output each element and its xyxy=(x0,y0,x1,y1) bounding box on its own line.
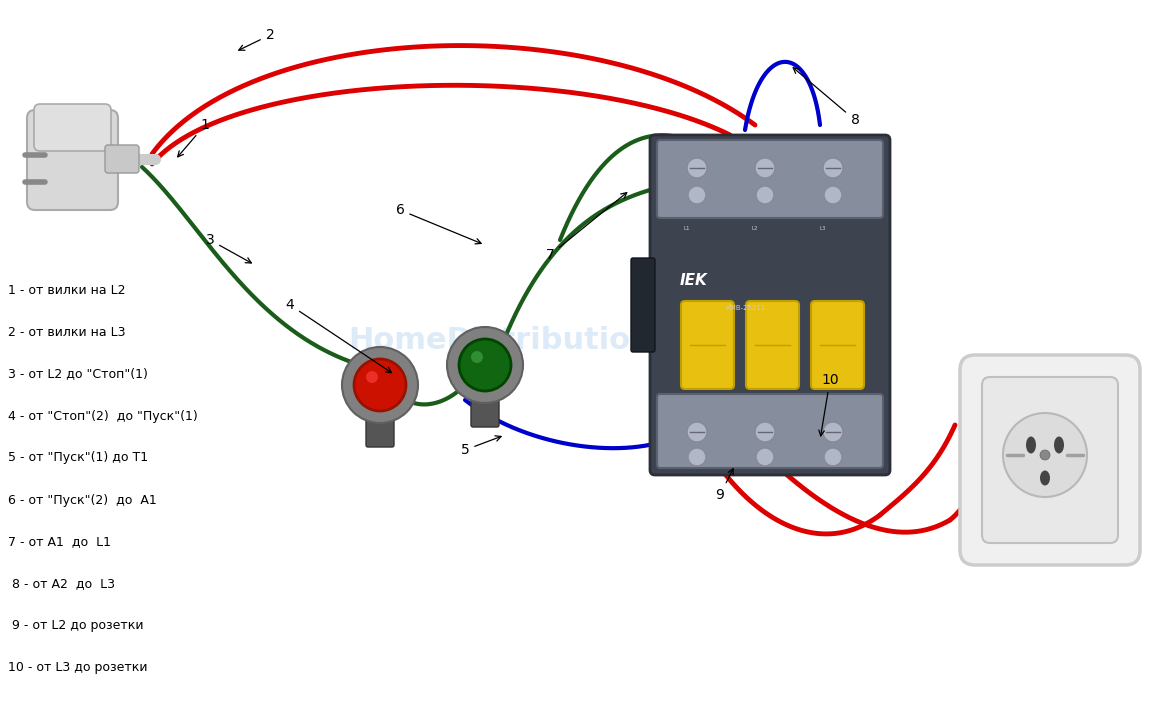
FancyBboxPatch shape xyxy=(471,397,499,427)
Circle shape xyxy=(471,351,484,363)
FancyBboxPatch shape xyxy=(105,145,138,173)
Text: 4: 4 xyxy=(286,298,391,373)
Circle shape xyxy=(1003,413,1087,497)
Circle shape xyxy=(447,327,523,403)
Circle shape xyxy=(823,158,844,178)
Text: 3 - от L2 до "Стоп"(1): 3 - от L2 до "Стоп"(1) xyxy=(8,367,148,380)
Circle shape xyxy=(1040,450,1050,460)
Circle shape xyxy=(824,448,842,466)
Text: 10: 10 xyxy=(819,373,839,436)
Text: 1: 1 xyxy=(178,118,209,157)
Text: 10 - от L3 до розетки: 10 - от L3 до розетки xyxy=(8,662,148,675)
Circle shape xyxy=(342,347,418,423)
Text: 6: 6 xyxy=(396,203,481,244)
FancyBboxPatch shape xyxy=(960,355,1140,565)
Circle shape xyxy=(459,339,511,391)
FancyBboxPatch shape xyxy=(657,394,883,468)
Circle shape xyxy=(756,186,774,204)
FancyBboxPatch shape xyxy=(631,258,655,352)
FancyBboxPatch shape xyxy=(681,301,734,389)
Circle shape xyxy=(687,158,707,178)
Text: КМВ-25211: КМВ-25211 xyxy=(725,305,765,311)
Text: 2 - от вилки на L3: 2 - от вилки на L3 xyxy=(8,325,126,338)
FancyBboxPatch shape xyxy=(650,135,890,475)
Ellipse shape xyxy=(1040,470,1050,485)
FancyBboxPatch shape xyxy=(27,110,118,210)
Text: 4 - от "Стоп"(2)  до "Пуск"(1): 4 - от "Стоп"(2) до "Пуск"(1) xyxy=(8,410,197,423)
Circle shape xyxy=(755,422,775,442)
Text: IEK: IEK xyxy=(680,273,707,288)
Text: 7: 7 xyxy=(546,193,627,262)
Text: 8: 8 xyxy=(793,68,860,127)
Text: 1 - от вилки на L2: 1 - от вилки на L2 xyxy=(8,284,126,297)
Circle shape xyxy=(688,448,706,466)
Ellipse shape xyxy=(1026,436,1036,454)
FancyBboxPatch shape xyxy=(982,377,1118,543)
Text: 5: 5 xyxy=(460,436,501,457)
Text: 8 - от А2  до  L3: 8 - от А2 до L3 xyxy=(8,577,115,590)
Text: L3: L3 xyxy=(819,226,826,231)
Text: 7 - от А1  до  L1: 7 - от А1 до L1 xyxy=(8,536,111,549)
Circle shape xyxy=(687,422,707,442)
Text: L1: L1 xyxy=(684,226,690,231)
Text: 5 - от "Пуск"(1) до Т1: 5 - от "Пуск"(1) до Т1 xyxy=(8,451,148,464)
Circle shape xyxy=(755,158,775,178)
Circle shape xyxy=(366,371,379,383)
Text: 9: 9 xyxy=(715,469,733,502)
Text: 3: 3 xyxy=(205,233,252,263)
Circle shape xyxy=(824,186,842,204)
Text: 9 - от L2 до розетки: 9 - от L2 до розетки xyxy=(8,619,143,632)
Ellipse shape xyxy=(1054,436,1064,454)
Text: 2: 2 xyxy=(239,28,275,50)
FancyBboxPatch shape xyxy=(811,301,864,389)
FancyBboxPatch shape xyxy=(745,301,799,389)
Text: 6 - от "Пуск"(2)  до  А1: 6 - от "Пуск"(2) до А1 xyxy=(8,493,157,506)
Text: L2: L2 xyxy=(751,226,758,231)
Circle shape xyxy=(688,186,706,204)
FancyBboxPatch shape xyxy=(33,104,111,151)
Circle shape xyxy=(756,448,774,466)
FancyBboxPatch shape xyxy=(366,417,394,447)
Text: HomeDistribution: HomeDistribution xyxy=(349,325,652,354)
Circle shape xyxy=(823,422,844,442)
Circle shape xyxy=(354,359,406,411)
FancyBboxPatch shape xyxy=(657,140,883,218)
